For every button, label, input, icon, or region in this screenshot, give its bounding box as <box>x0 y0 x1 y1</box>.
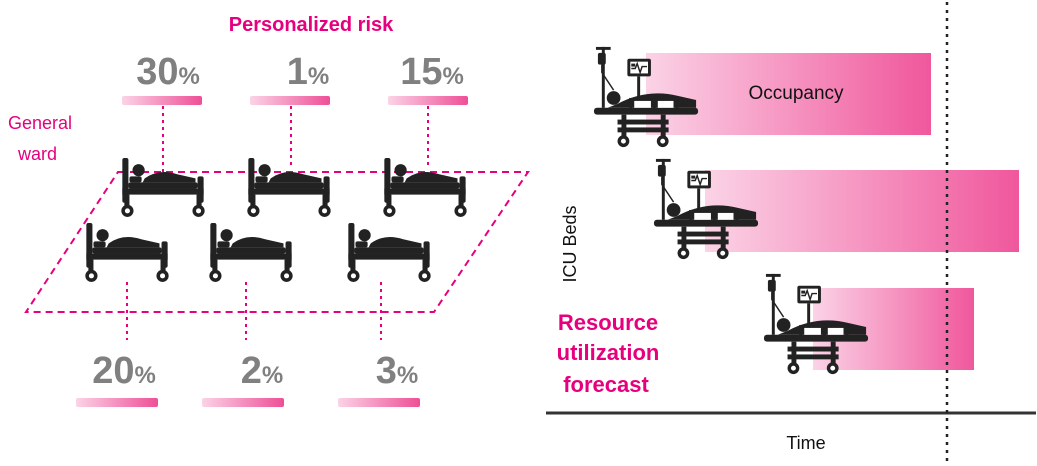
risk-value-top-2: 1% <box>287 51 329 93</box>
bottom-risk-values: 20% 2% 3% <box>92 350 418 392</box>
x-axis-label: Time <box>786 433 825 453</box>
risk-bar-bottom-2 <box>202 398 284 407</box>
risk-bar-top-1 <box>122 96 202 105</box>
ward-bed-icon-4 <box>85 223 169 282</box>
forecast-label-line1: Resource <box>558 310 658 335</box>
ward-bed-icon-5 <box>209 223 293 282</box>
risk-value-bottom-3: 3% <box>376 350 418 392</box>
ward-bed-icon-6 <box>347 223 431 282</box>
forecast-label-line3: forecast <box>563 372 649 397</box>
risk-bar-bottom-1 <box>76 398 158 407</box>
icu-forecast-panel: Occupancy ICU Beds Resource utilization … <box>546 2 1036 462</box>
risk-value-bottom-2: 2% <box>241 350 283 392</box>
top-risk-values: 30% 1% 15% <box>136 51 464 93</box>
occupancy-bar-1 <box>646 53 931 135</box>
ward-bed-icon-2 <box>247 158 331 217</box>
personalized-risk-title: Personalized risk <box>229 14 394 36</box>
y-axis-label: ICU Beds <box>560 205 580 282</box>
risk-bar-top-2 <box>250 96 330 105</box>
risk-bar-bottom-3 <box>338 398 420 407</box>
occupancy-bar-2 <box>705 170 1019 252</box>
ward-bed-icon-1 <box>121 158 205 217</box>
forecast-label-line2: utilization <box>557 340 660 365</box>
ward-bed-icon-3 <box>383 158 467 217</box>
general-ward-floor <box>24 171 530 313</box>
general-ward-label-line2: ward <box>17 144 57 164</box>
risk-value-top-3: 15% <box>400 51 464 93</box>
personalized-risk-panel: Personalized risk General ward 30% 1% 15… <box>8 14 530 407</box>
risk-bar-top-3 <box>388 96 468 105</box>
occupancy-label: Occupancy <box>748 83 844 104</box>
general-ward-label-line1: General <box>8 113 72 133</box>
risk-value-top-1: 30% <box>136 51 200 93</box>
risk-value-bottom-1: 20% <box>92 350 156 392</box>
